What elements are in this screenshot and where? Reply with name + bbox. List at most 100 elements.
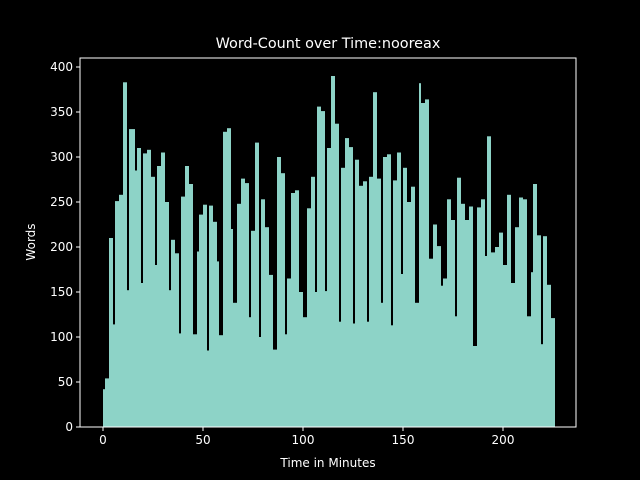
bar (321, 111, 325, 427)
bar (345, 138, 349, 427)
bar (341, 167, 345, 428)
y-tick-label: 200 (50, 240, 73, 254)
bar (353, 323, 355, 427)
bar (207, 350, 209, 427)
y-tick-label: 400 (50, 60, 73, 74)
bar (381, 302, 383, 427)
y-tick-label: 150 (50, 285, 73, 299)
y-axis-label: Words (24, 223, 38, 260)
bar (363, 181, 367, 427)
bar (165, 202, 169, 427)
bar (213, 221, 217, 427)
bar (259, 337, 261, 427)
bar (473, 346, 477, 427)
bar (105, 378, 109, 427)
bar (507, 194, 511, 427)
bar (325, 291, 327, 427)
bar (151, 176, 155, 427)
bar (303, 317, 307, 427)
bar (441, 285, 443, 427)
bar (355, 159, 359, 427)
bar (469, 206, 473, 427)
bar (419, 83, 421, 427)
bar (285, 334, 287, 427)
bar (193, 334, 197, 427)
bar (533, 184, 537, 427)
bar (161, 152, 165, 427)
bar (295, 190, 299, 427)
bar (397, 152, 401, 427)
bar (367, 321, 369, 427)
bar (219, 335, 223, 427)
bar (515, 227, 519, 427)
x-tick-label: 0 (99, 433, 107, 447)
bar (185, 166, 189, 427)
bar (527, 316, 531, 427)
bar (169, 290, 171, 427)
bar (189, 184, 193, 427)
bar (315, 292, 317, 427)
bar (391, 325, 393, 427)
y-tick-label: 350 (50, 105, 73, 119)
bar (255, 142, 259, 427)
bar (359, 185, 363, 427)
bar (233, 302, 237, 427)
y-tick-label: 50 (58, 375, 73, 389)
bar (115, 201, 119, 427)
bar (407, 202, 411, 427)
bar (437, 246, 441, 427)
bar (317, 106, 321, 427)
bar (299, 292, 303, 427)
bar (143, 153, 147, 427)
bar (429, 258, 433, 427)
y-tick-label: 250 (50, 195, 73, 209)
bar (331, 76, 335, 427)
bar (129, 129, 135, 427)
bar (197, 251, 199, 427)
bar (543, 236, 547, 427)
bar (551, 318, 555, 427)
bar (113, 324, 115, 427)
bar (537, 235, 541, 427)
bar (251, 230, 255, 427)
bar (369, 176, 373, 427)
bar (311, 176, 315, 427)
bar (269, 274, 273, 427)
bar (157, 166, 161, 427)
bar (123, 82, 127, 428)
bar (547, 284, 551, 427)
bar (141, 283, 143, 427)
bar (137, 148, 141, 427)
bar (241, 178, 245, 427)
bar (477, 207, 481, 427)
y-tick-label: 100 (50, 330, 73, 344)
bar (541, 344, 543, 427)
bar (237, 203, 241, 427)
x-tick-label: 150 (392, 433, 415, 447)
bar (175, 253, 179, 427)
bar (217, 261, 219, 427)
bar (307, 208, 311, 427)
bar (181, 196, 185, 427)
bar (465, 220, 469, 427)
bar (481, 199, 485, 427)
bar (485, 256, 487, 427)
chart-title: Word-Count over Time:nooreax (216, 36, 441, 52)
bar (127, 290, 129, 427)
bar (287, 278, 291, 427)
y-tick-label: 0 (65, 420, 73, 434)
bar (377, 178, 381, 427)
bar (499, 232, 503, 427)
bar (487, 136, 491, 428)
x-tick-label: 100 (292, 433, 315, 447)
bar (171, 239, 175, 427)
bar (455, 316, 457, 427)
bar (277, 157, 281, 427)
bar (393, 180, 397, 427)
bar (373, 92, 377, 427)
bar (245, 183, 249, 427)
x-axis-label: Time in Minutes (279, 456, 375, 470)
bar (457, 177, 461, 427)
x-tick-label: 200 (492, 433, 515, 447)
